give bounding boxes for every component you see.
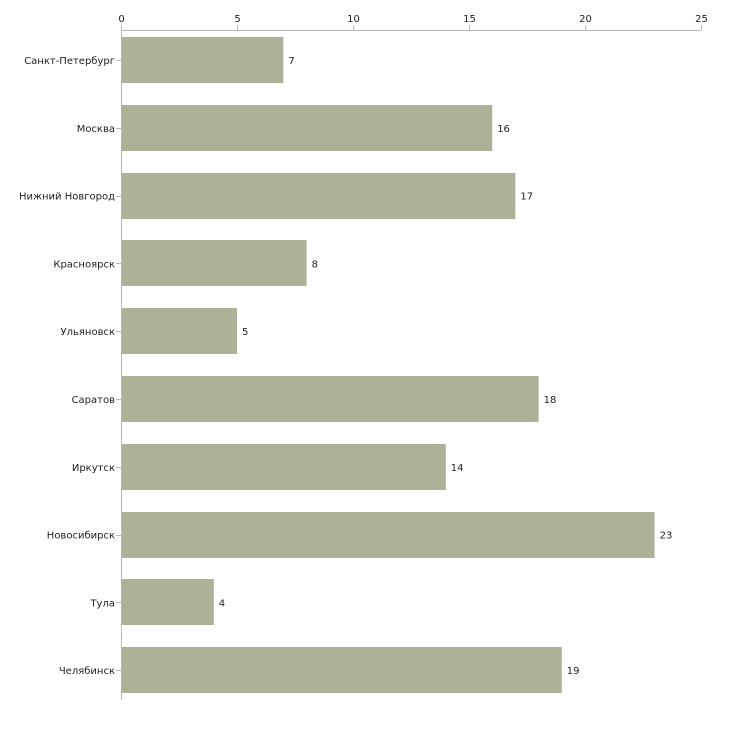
bar <box>122 376 539 422</box>
bar <box>122 512 655 558</box>
bar <box>122 308 237 354</box>
bar <box>122 173 516 219</box>
bar <box>122 444 446 490</box>
category-label: Саратов <box>72 395 116 406</box>
category-label: Новосибирск <box>47 531 115 542</box>
category-label: Нижний Новгород <box>19 192 115 203</box>
bar-value-label: 8 <box>312 259 318 270</box>
bar-series <box>122 37 655 693</box>
bar <box>122 647 562 693</box>
bar-value-label: 7 <box>288 56 294 67</box>
bar-value-label: 14 <box>451 463 464 474</box>
x-tick-label: 10 <box>347 14 360 25</box>
category-label: Челябинск <box>59 666 115 677</box>
x-axis: 0 5 10 15 20 25 <box>118 14 708 700</box>
bar-value-label: 23 <box>660 531 673 542</box>
bar <box>122 37 284 83</box>
category-label: Санкт-Петербург <box>24 56 115 67</box>
category-label: Ульяновск <box>61 327 115 338</box>
category-label: Москва <box>77 124 115 135</box>
bar-value-label: 16 <box>497 124 510 135</box>
category-label: Красноярск <box>53 259 115 270</box>
bar <box>122 240 307 286</box>
bar-value-label: 18 <box>544 395 557 406</box>
bar-value-label: 5 <box>242 327 248 338</box>
bar-value-label: 17 <box>520 192 533 203</box>
category-label: Тула <box>89 598 115 609</box>
x-tick-label: 25 <box>695 14 708 25</box>
x-tick-label: 0 <box>118 14 124 25</box>
bar-value-label: 4 <box>219 598 225 609</box>
category-label: Иркутск <box>72 463 115 474</box>
x-tick-label: 20 <box>579 14 592 25</box>
x-tick-label: 15 <box>463 14 476 25</box>
x-tick-label: 5 <box>234 14 240 25</box>
bar-value-label: 19 <box>567 666 580 677</box>
data-labels: 7 16 17 8 5 18 14 23 4 19 <box>219 56 673 677</box>
bar <box>122 579 214 625</box>
category-axis: Санкт-Петербург Москва Нижний Новгород Крас… <box>19 56 121 677</box>
bar <box>122 105 493 151</box>
